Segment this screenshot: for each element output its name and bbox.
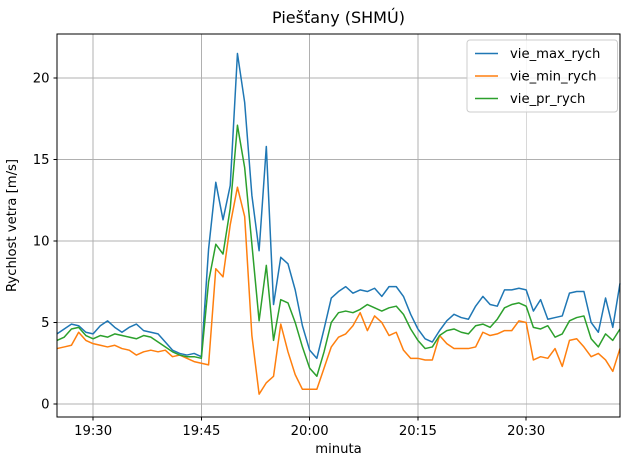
legend-entry-vie_max_rych: vie_max_rych — [510, 47, 600, 62]
grid-layer — [57, 34, 620, 417]
y-tick-label: 0 — [41, 398, 49, 413]
y-tick-label: 20 — [33, 72, 50, 87]
y-axis-label: Rychlost vetra [m/s] — [5, 159, 20, 292]
x-tick-label: 20:15 — [399, 424, 437, 439]
y-tick-label: 15 — [33, 153, 50, 168]
series-line-vie_pr_rych — [56, 124, 621, 378]
y-tick-label: 10 — [33, 235, 50, 250]
chart-title: Piešťany (SHMÚ) — [272, 8, 405, 27]
legend-entry-vie_min_rych: vie_min_rych — [510, 70, 596, 85]
axes-frame — [56, 33, 621, 418]
x-tick-label: 20:30 — [507, 424, 545, 439]
axes-frame-layer: 19:30 19:45 20:00 20:15 20:30 0 5 10 15 20 — [33, 33, 621, 439]
x-axis-label: minuta — [315, 442, 361, 457]
x-tick-label: 20:00 — [291, 424, 329, 439]
series-line-vie_min_rych — [56, 186, 621, 395]
series-line-vie_max_rych — [56, 52, 621, 360]
x-tick-label: 19:30 — [74, 424, 112, 439]
x-tick-label: 19:45 — [182, 424, 220, 439]
series-layer — [56, 52, 621, 395]
legend-box — [466, 39, 618, 113]
y-tick-label: 5 — [41, 316, 49, 331]
legend-entry-vie_pr_rych: vie_pr_rych — [510, 92, 585, 107]
legend: vie_max_rych vie_min_rych vie_pr_rych — [466, 39, 618, 113]
